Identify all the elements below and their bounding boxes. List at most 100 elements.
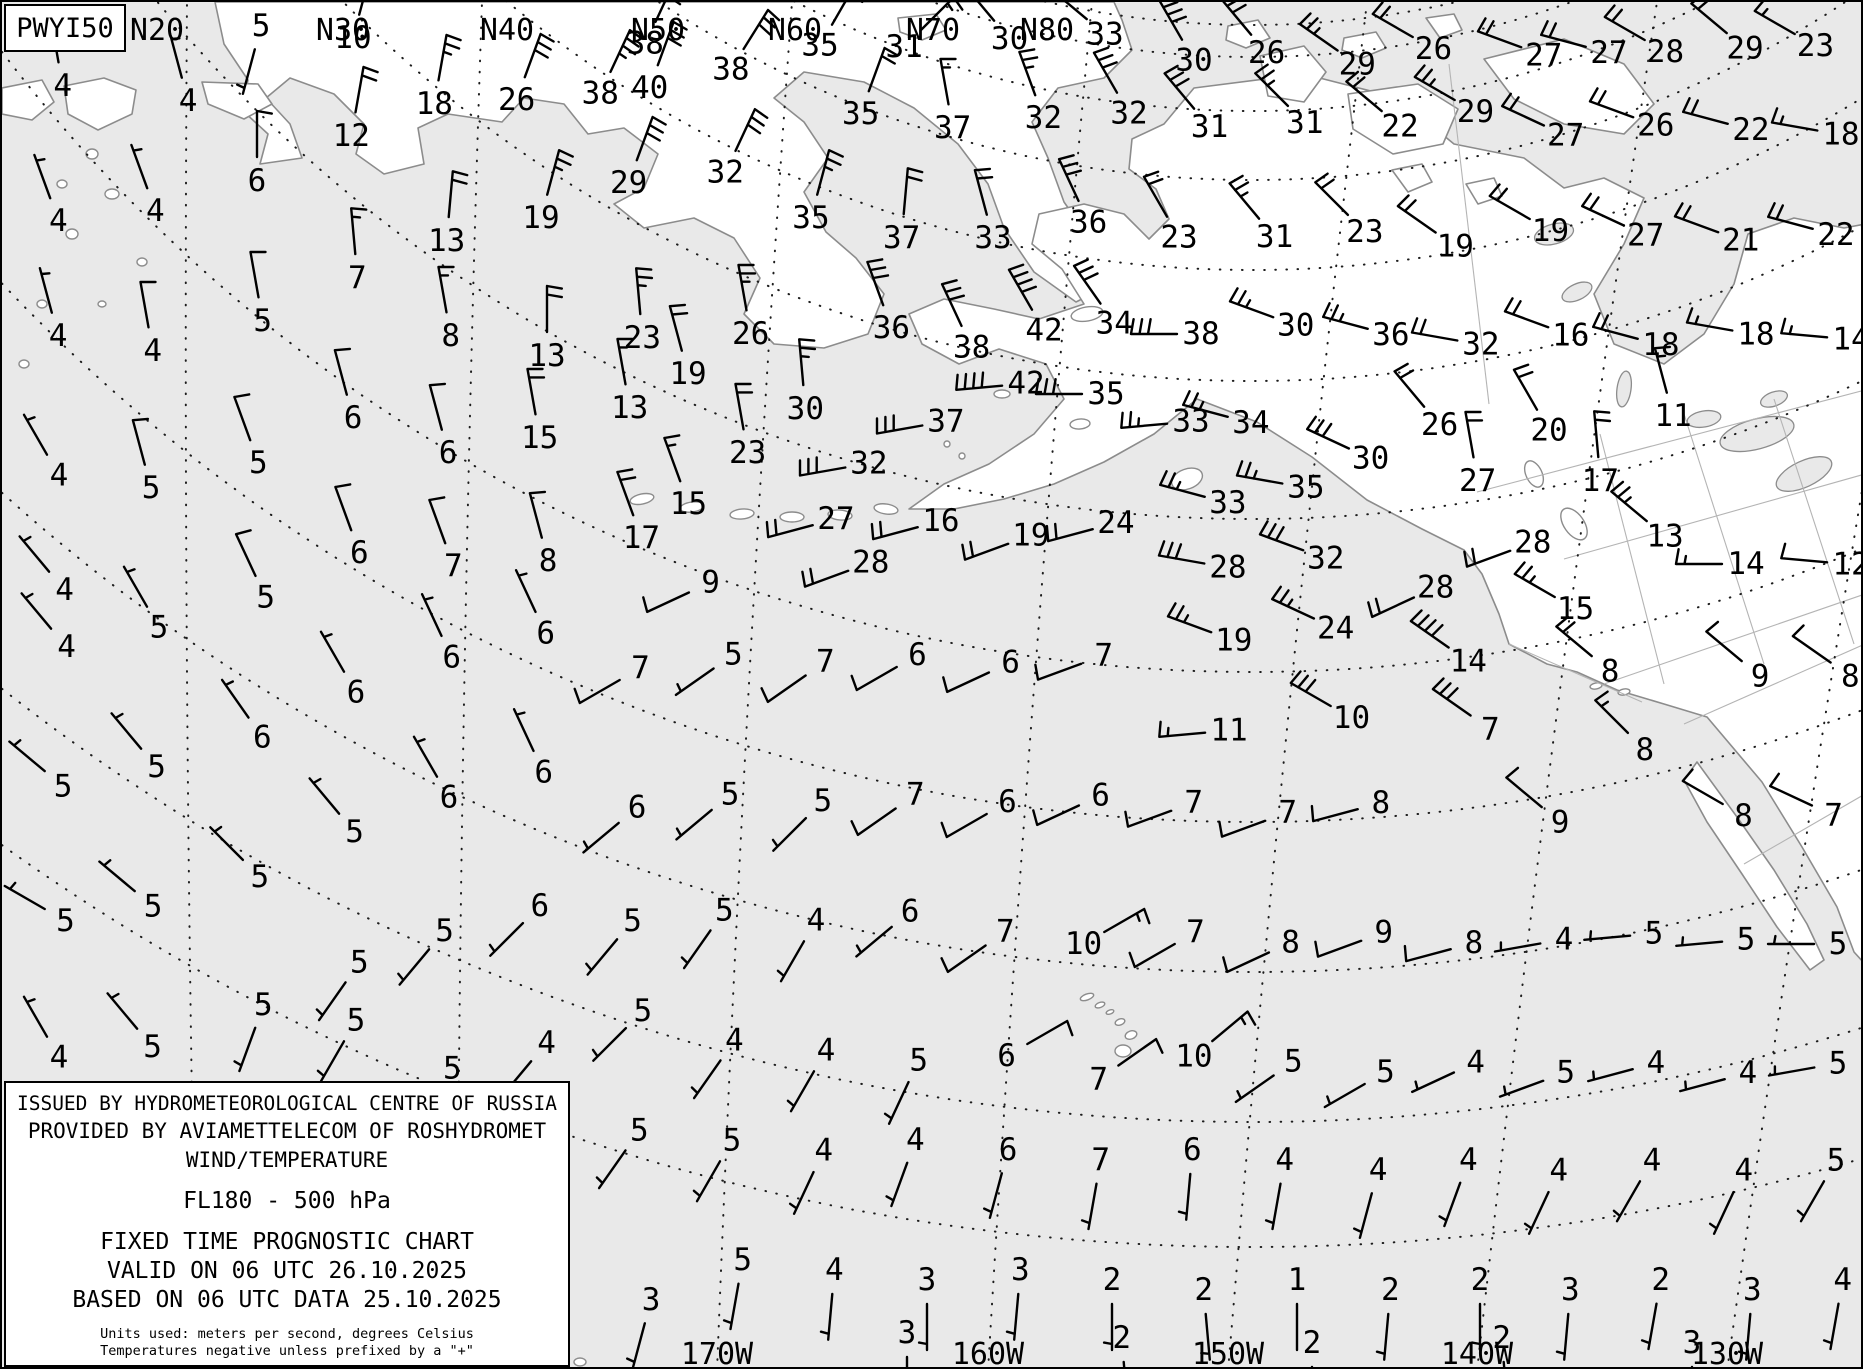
station: 4 <box>885 1122 925 1208</box>
station: 14 <box>1674 546 1765 582</box>
island <box>679 501 705 513</box>
wind-barb <box>1705 620 1743 663</box>
wind-barb <box>942 671 991 694</box>
temperature-value: 4 <box>814 1132 833 1168</box>
temperature-value: 2 <box>1492 1320 1511 1356</box>
station: 33 <box>1159 470 1247 521</box>
wind-barb <box>354 65 379 114</box>
wind-barb <box>1640 1302 1658 1351</box>
station: 9 <box>642 564 720 614</box>
island <box>873 503 899 515</box>
station: 15 <box>663 434 707 522</box>
station: 5 <box>692 1123 741 1203</box>
station: 6 <box>412 735 458 815</box>
station: 2 <box>1471 1262 1489 1352</box>
wind-barb <box>722 1282 740 1331</box>
temperature-value: 29 <box>610 165 647 201</box>
temperature-value: 27 <box>1459 463 1496 499</box>
temperature-value: 5 <box>633 993 652 1029</box>
station: 21 <box>1673 202 1759 258</box>
temperature-value: 5 <box>253 303 272 339</box>
wind-barb <box>674 667 715 697</box>
temperature-value: 7 <box>816 644 835 680</box>
temperature-value: 7 <box>1094 638 1113 674</box>
island <box>1124 1030 1138 1040</box>
temperature-value: 5 <box>1829 926 1848 962</box>
temperature-value: 8 <box>1734 798 1753 834</box>
temperature-value: 30 <box>1352 441 1389 477</box>
station: 14 <box>1409 609 1487 679</box>
wind-barb <box>33 153 52 200</box>
temperature-value: 5 <box>1827 1143 1846 1179</box>
state-border-line <box>1683 413 1765 665</box>
wind-barb <box>1314 172 1350 217</box>
station: 4 <box>819 1252 844 1341</box>
wind-barb <box>8 739 46 773</box>
wind-barb <box>788 1170 815 1215</box>
temperature-value: 26 <box>732 316 769 352</box>
station: 6 <box>488 888 549 957</box>
temperature-value: 33 <box>1209 485 1246 521</box>
station: 10 <box>1289 670 1370 736</box>
station: 30 <box>787 338 824 427</box>
wind-barb <box>1555 615 1593 658</box>
station: 37 <box>934 57 971 146</box>
temperature-value: 32 <box>850 445 887 481</box>
temperature-value: 32 <box>707 155 744 191</box>
wind-barb <box>955 371 1004 391</box>
station: 38 <box>940 279 990 366</box>
temperature-value: 4 <box>1833 1262 1852 1298</box>
wind-barb <box>1673 202 1720 234</box>
station: 5 <box>1675 922 1755 958</box>
station: 8 <box>1681 768 1753 834</box>
temperature-value: 5 <box>715 893 734 929</box>
temperature-value: 13 <box>611 390 648 426</box>
temperature-value: 4 <box>1549 1152 1568 1188</box>
temperature-value: 42 <box>1025 312 1062 348</box>
wind-barb <box>1780 542 1829 564</box>
wind-barb <box>1254 63 1290 108</box>
temperature-value: 4 <box>807 903 826 939</box>
temperature-value: 23 <box>729 435 766 471</box>
legend-issued: ISSUED BY HYDROMETEOROLOGICAL CENTRE OF … <box>16 1092 558 1115</box>
temperature-value: 5 <box>345 814 364 850</box>
station: 7 <box>1431 677 1500 747</box>
station: 35 <box>792 149 844 236</box>
temperature-value: 28 <box>1209 550 1246 586</box>
temperature-value: 5 <box>813 783 832 819</box>
temperature-value: 26 <box>1421 407 1458 443</box>
wind-barb <box>308 777 341 815</box>
wind-barb <box>315 981 347 1022</box>
temperature-value: 8 <box>441 318 460 354</box>
temperature-value: 35 <box>801 27 838 63</box>
station: 5 <box>1323 1054 1395 1109</box>
wind-barb <box>692 1160 722 1203</box>
station: 19 <box>1488 183 1569 249</box>
station: 5 <box>1766 926 1848 962</box>
station: 3 <box>1005 1252 1030 1341</box>
temperature-value: 4 <box>53 68 72 104</box>
station: 20 <box>1512 363 1568 448</box>
wind-barb <box>437 265 455 314</box>
station: 7 <box>850 777 925 837</box>
island <box>1114 1018 1126 1026</box>
station: 22 <box>1345 70 1419 145</box>
station: 7 <box>348 207 368 296</box>
parallel-line <box>157 2 1861 520</box>
temperature-value: 2 <box>1651 1262 1670 1298</box>
temperature-value: 3 <box>898 1315 917 1351</box>
state-border-line <box>1563 474 1861 560</box>
island <box>573 1357 587 1367</box>
temperature-value: 19 <box>522 200 559 236</box>
temperature-value: 7 <box>1186 914 1205 950</box>
wind-barb <box>1766 934 1816 946</box>
wind-barb <box>1464 410 1484 459</box>
wind-barb <box>1796 1180 1826 1223</box>
temperature-value: 21 <box>1722 222 1759 258</box>
station: 38 <box>1129 316 1220 352</box>
wind-barb <box>236 48 256 95</box>
wind-barb <box>1222 951 1271 974</box>
wind-barb <box>209 825 245 862</box>
temperature-value: 6 <box>997 1038 1016 1074</box>
